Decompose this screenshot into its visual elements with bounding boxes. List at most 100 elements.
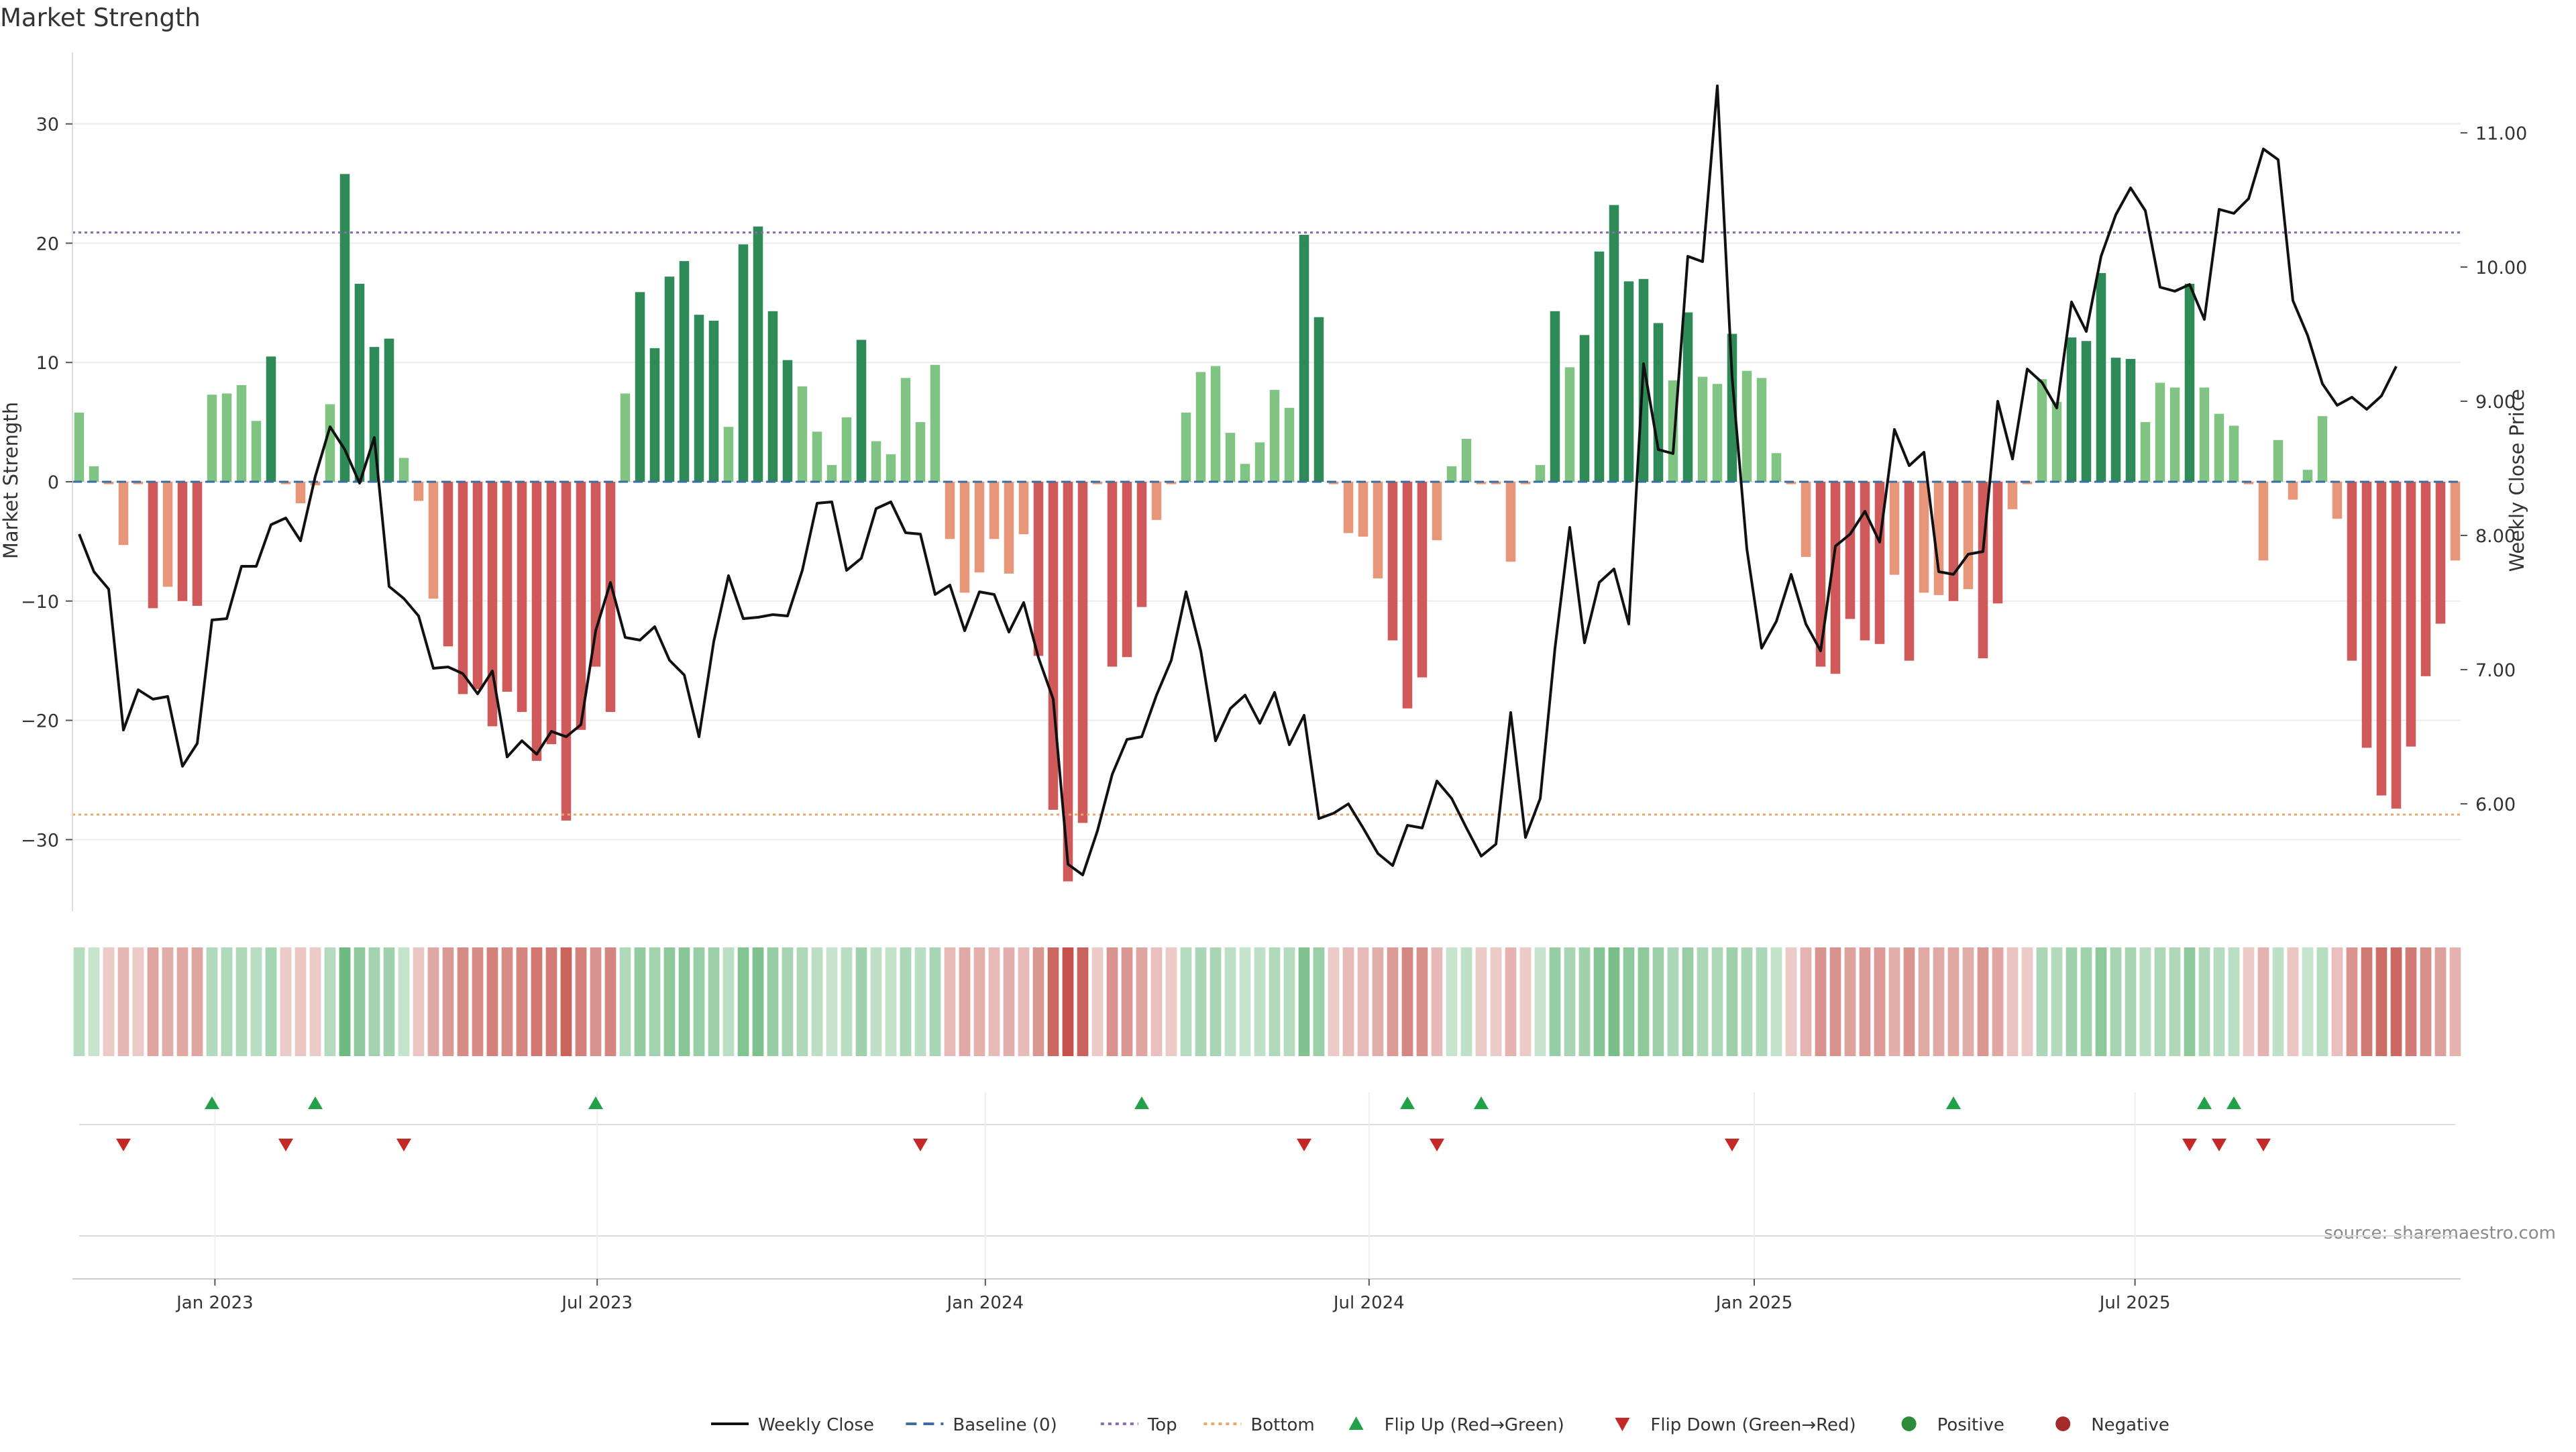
strength-bar [1653,323,1664,482]
heat-cell [1638,947,1650,1056]
heat-cell [73,947,85,1056]
heat-cell [796,947,808,1056]
left-tick-label: −10 [21,592,59,613]
strength-bar [266,356,276,482]
legend-swatch-circle [2055,1416,2071,1431]
strength-bar [2155,382,2165,482]
left-tick-label: −20 [21,711,59,732]
legend-label: Baseline (0) [953,1415,1057,1435]
strength-bar [1299,235,1309,482]
strength-bar [2273,439,2284,482]
flip-up-marker [2226,1096,2241,1109]
heat-cell [250,947,262,1056]
heat-cell [2302,947,2314,1056]
strength-bar [2125,358,2136,482]
strength-bar [1432,482,1442,541]
flip-down-marker [2256,1139,2271,1151]
strength-bar [1579,335,1590,482]
strength-bar [2450,482,2461,561]
heat-cell [2257,947,2269,1056]
heat-cell [752,947,764,1056]
strength-bar [1033,482,1044,656]
strength-bar [1741,370,1752,482]
heat-cell [1047,947,1059,1056]
heat-cell [1593,947,1605,1056]
heat-cell [2139,947,2151,1056]
strength-bar [2199,387,2210,482]
heat-cell [324,947,336,1056]
strength-bar [2051,401,2062,482]
strength-bar [2096,272,2106,482]
strength-bar [723,427,734,482]
heat-cell [1682,947,1694,1056]
strength-bar [1594,251,1605,482]
legend-swatch-circle [1901,1416,1917,1431]
weekly-close-line [78,85,2398,876]
strength-bar [694,315,704,482]
heat-cell [1106,947,1118,1056]
strength-bar [841,417,852,482]
heat-cell [2361,947,2373,1056]
right-tick-label: 6.00 [2475,794,2516,815]
strength-bar [487,482,498,727]
heat-cell [1815,947,1827,1056]
strength-bar [162,482,173,587]
heat-cell [2213,947,2225,1056]
strength-bar [1402,482,1413,709]
strength-bar [1254,442,1265,482]
heat-cell [988,947,1000,1056]
strength-bar [1948,482,1959,601]
legend-item: Top [1100,1415,1177,1435]
heat-cell [383,947,395,1056]
strength-bar [2022,482,2033,484]
heat-cell [1888,947,1900,1056]
flip-up-marker [1474,1096,1489,1109]
strength-bar [1417,482,1428,678]
heat-cell [191,947,203,1056]
heat-cell [1165,947,1177,1056]
heat-cell [590,947,602,1056]
strength-bar [1018,482,1029,535]
heat-cell [1460,947,1472,1056]
strength-bar [443,482,453,647]
heat-cell [2184,947,2196,1056]
heat-cell [1992,947,2004,1056]
strength-bar [236,385,247,482]
strength-bar [1609,205,1619,482]
strength-bar [885,454,896,482]
legend-label: Negative [2091,1415,2169,1435]
heat-cell [1254,947,1266,1056]
heat-cell [560,947,572,1056]
strength-bar [517,482,527,713]
heat-cell [294,947,307,1056]
strength-bar [1373,482,1383,578]
heat-cell [1446,947,1458,1056]
heat-cell [663,947,676,1056]
legend: Weekly Close Baseline (0) Top Bottom Flip Up… [711,1415,2169,1435]
heat-cell [1726,947,1738,1056]
heat-cell [1623,947,1635,1056]
heat-cell [398,947,410,1056]
legend-label: Bottom [1250,1415,1314,1435]
strength-bar [1830,482,1841,674]
heat-cell [1903,947,1915,1056]
heat-cell [2434,947,2447,1056]
heat-cell [885,947,897,1056]
strength-bar [989,482,1000,539]
heat-cell [737,947,749,1056]
legend-label: Positive [1937,1415,2004,1435]
heat-cell [1756,947,1768,1056]
heat-cell [1239,947,1251,1056]
strength-bar [1919,482,1929,593]
heat-cell [2287,947,2299,1056]
right-tick-label: 9.00 [2475,392,2516,413]
heat-cell [1313,947,1325,1056]
heat-cell [2095,947,2107,1056]
strength-bar [502,482,513,692]
heat-cell [1269,947,1281,1056]
heat-cell [1401,947,1413,1056]
flip-down-marker [2212,1139,2226,1151]
heat-cell [2375,947,2387,1056]
flip-up-marker [1946,1096,1961,1109]
strength-bar [1535,465,1546,482]
